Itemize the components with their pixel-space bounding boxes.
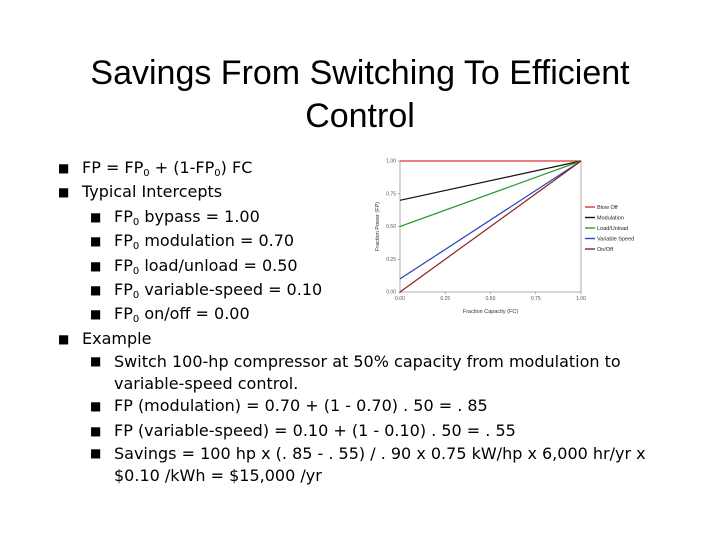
bullet-square-icon: ■ (90, 354, 102, 369)
legend-label-on-off: On/Off (597, 247, 614, 253)
fraction-power-chart: 0.00 0.25 0.50 0.75 1.00 0.00 0.25 0.50 0.75 1.00… (375, 159, 634, 315)
list-item-intercept-load-unload: ■ FP0 load/unload = 0.50 (90, 255, 298, 277)
list-item-typical-intercepts: ■ Typical Intercepts (58, 180, 658, 204)
list-item-fp-formula: ■ FP = FP0 + (1-FP0) FC (58, 158, 253, 179)
slide-title: Savings From Switching To Efficient Cont… (0, 52, 720, 138)
bullet-square-icon: ■ (90, 234, 102, 249)
bullet-square-icon: ■ (58, 331, 70, 346)
title-line-2: Control (305, 97, 415, 135)
y-axis-label: Fraction Power (FP) (375, 202, 381, 251)
bullet-list: ■ FP = FP0 + (1-FP0) FC ■ Typical Interc… (58, 156, 658, 486)
bullet-square-icon: ■ (90, 423, 102, 438)
series-line-modulation (399, 160, 582, 201)
series-line-on-off (399, 160, 582, 293)
x-axis-label: Fraction Capacity (FC) (463, 309, 518, 315)
list-item-example-switch: ■ Switch 100-hp compressor at 50% capaci… (90, 352, 621, 393)
legend-label-load-unload: Load/Unload (597, 226, 628, 232)
legend-label-blow-off: Blow Off (597, 205, 618, 211)
x-tick-label: 0.50 (486, 296, 496, 302)
bullet-square-icon: ■ (58, 185, 70, 200)
bullet-square-icon: ■ (90, 258, 102, 273)
series-line-load-unload (399, 160, 582, 228)
y-tick-label: 0.75 (386, 191, 396, 197)
x-tick-label: 0.25 (440, 296, 450, 302)
list-item-intercept-on-off: ■ FP0 on/off = 0.00 (90, 304, 250, 326)
list-item-example-fp-variable-speed: ■ FP (variable-speed) = 0.10 + (1 - 0.10… (58, 419, 658, 443)
x-tick-label: 0.75 (531, 296, 541, 302)
legend-label-variable-speed: Variable Speed (597, 236, 634, 242)
y-tick-label: 1.00 (386, 159, 396, 165)
list-item-intercept-bypass: ■ FP0 bypass = 1.00 (90, 206, 260, 228)
bullet-square-icon: ■ (90, 209, 102, 224)
y-tick-label: 0.25 (386, 257, 396, 263)
list-item-example: ■ Example (58, 327, 658, 351)
legend-label-modulation: Modulation (597, 215, 624, 221)
list-item-intercept-modulation: ■ FP0 modulation = 0.70 (90, 231, 295, 253)
list-item-example-savings: ■ Savings = 100 hp x (. 85 - . 55) / . 9… (90, 444, 646, 485)
y-tick-label: 0.00 (386, 290, 396, 296)
y-tick-label: 0.50 (386, 224, 396, 230)
bullet-square-icon: ■ (58, 161, 70, 175)
bullet-square-icon: ■ (90, 446, 102, 461)
list-item-intercept-variable-speed: ■ FP0 variable-speed = 0.10 (90, 280, 323, 302)
list-item-example-fp-modulation: ■ FP (modulation) = 0.70 + (1 - 0.70) . … (58, 394, 658, 418)
series-line-variable-speed (399, 160, 582, 280)
x-tick-label: 0.00 (395, 296, 405, 302)
x-tick-label: 1.00 (576, 296, 586, 302)
bullet-square-icon: ■ (90, 283, 102, 298)
bullet-square-icon: ■ (90, 399, 102, 414)
title-line-1: Savings From Switching To Efficient (90, 54, 630, 92)
bullet-square-icon: ■ (90, 307, 102, 322)
